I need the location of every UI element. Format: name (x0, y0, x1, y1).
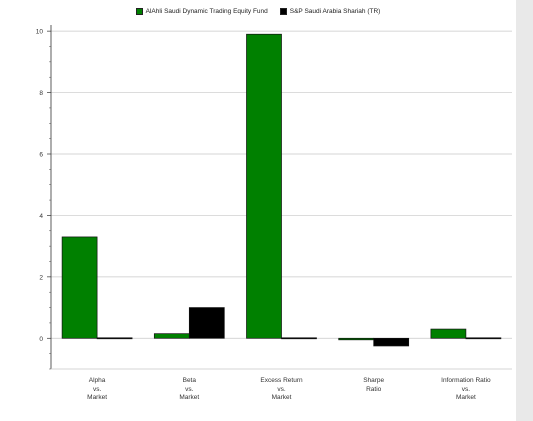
legend-swatch-fund (135, 8, 143, 15)
legend-swatch-index (279, 8, 287, 15)
y-tick-label-2: 2 (39, 274, 43, 281)
bar-index-1 (188, 307, 225, 339)
bar-index-4 (465, 337, 502, 340)
bar-fund-2 (246, 33, 282, 339)
legend-item-fund: AlAhli Saudi Dynamic Trading Equity Fund (135, 8, 268, 15)
y-tick-label-0: 0 (39, 336, 43, 343)
bar-index-2 (281, 337, 317, 340)
category-label-information-ratio: Information Ratio vs. Market (441, 377, 491, 401)
bar-fund-0 (61, 236, 98, 339)
bar-fund-1 (153, 333, 190, 339)
bar-index-0 (96, 337, 133, 340)
legend-label-index: S&P Saudi Arabia Shariah (TR) (289, 8, 381, 15)
y-tick-label-10: 10 (36, 29, 44, 36)
bar-index-3 (373, 337, 410, 347)
legend-item-index: S&P Saudi Arabia Shariah (TR) (279, 8, 381, 15)
category-label-beta: Beta vs. Market (179, 377, 200, 401)
category-label-excess-return: Excess Return vs. Market (260, 377, 303, 401)
legend: AlAhli Saudi Dynamic Trading Equity Fund… (0, 8, 516, 15)
y-tick-label-8: 8 (39, 90, 43, 97)
y-tick-label-4: 4 (39, 213, 43, 220)
bar-fund-3 (338, 337, 375, 341)
category-label-sharpe: Sharpe Ratio (363, 377, 385, 393)
y-tick-label-6: 6 (39, 152, 43, 159)
bar-fund-4 (430, 328, 467, 339)
category-label-alpha: Alpha vs. Market (87, 377, 108, 401)
chart-panel: AlAhli Saudi Dynamic Trading Equity Fund… (0, 0, 516, 421)
legend-label-fund: AlAhli Saudi Dynamic Trading Equity Fund (145, 8, 268, 15)
bar-chart: 0 2 4 6 8 10 (36, 25, 512, 370)
